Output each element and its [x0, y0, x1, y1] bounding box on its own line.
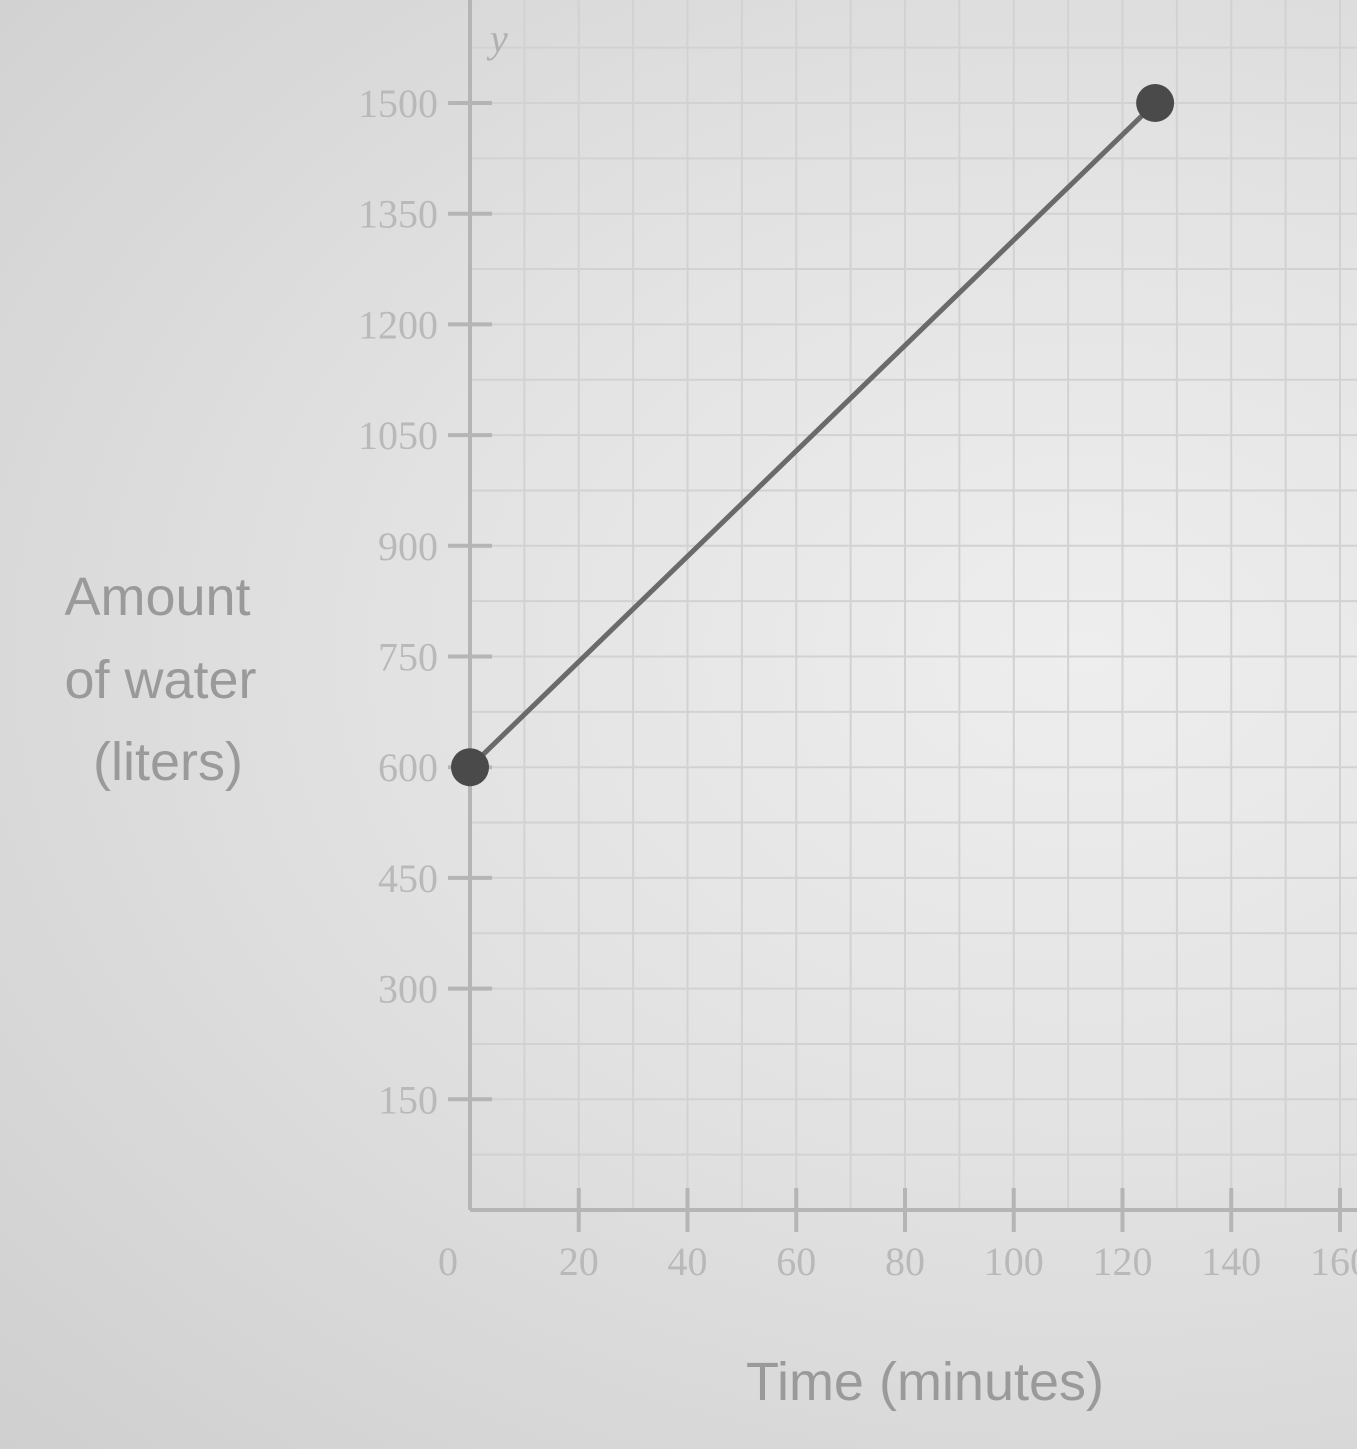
y-axis-title-line-3: (liters)	[93, 732, 243, 792]
x-tick-label: 0	[438, 1239, 458, 1284]
y-axis-title: Amount of water (liters)	[64, 567, 271, 792]
x-tick-label: 140	[1201, 1239, 1261, 1284]
x-tick-label: 100	[984, 1239, 1044, 1284]
y-tick-label: 450	[378, 856, 438, 901]
x-axis-title: Time (minutes)	[746, 1352, 1104, 1412]
tick-marks	[448, 101, 1342, 1232]
y-tick-label: 150	[378, 1077, 438, 1122]
x-tick-label: 20	[559, 1239, 599, 1284]
axes	[468, 0, 1357, 1212]
tick-labels: 150 300 450 600 750 900 1050 1200 1350 1500 0 20 40 6…	[358, 81, 1357, 1284]
y-tick-label: 300	[378, 967, 438, 1012]
gridlines	[470, 0, 1357, 1210]
y-tick-label: 1350	[358, 192, 438, 237]
x-tick-label: 40	[668, 1239, 708, 1284]
series-line	[468, 101, 1157, 769]
y-tick-label: 600	[378, 745, 438, 790]
y-tick-label: 1200	[358, 302, 438, 347]
x-tick-label: 160	[1310, 1239, 1357, 1284]
y-tick-label: 1500	[358, 81, 438, 126]
y-axis-title-line-2: of water	[64, 650, 256, 710]
x-tick-label: 80	[885, 1239, 925, 1284]
y-tick-label: 900	[378, 524, 438, 569]
data-point	[451, 748, 489, 787]
y-tick-label: 750	[378, 635, 438, 680]
x-tick-label: 120	[1093, 1239, 1153, 1284]
x-tick-label: 60	[776, 1239, 816, 1284]
y-tick-label: 1050	[358, 413, 438, 458]
y-axis-title-line-1: Amount	[64, 567, 250, 627]
data-point	[1136, 84, 1175, 122]
y-axis-letter: y	[486, 16, 508, 61]
series	[451, 84, 1175, 787]
